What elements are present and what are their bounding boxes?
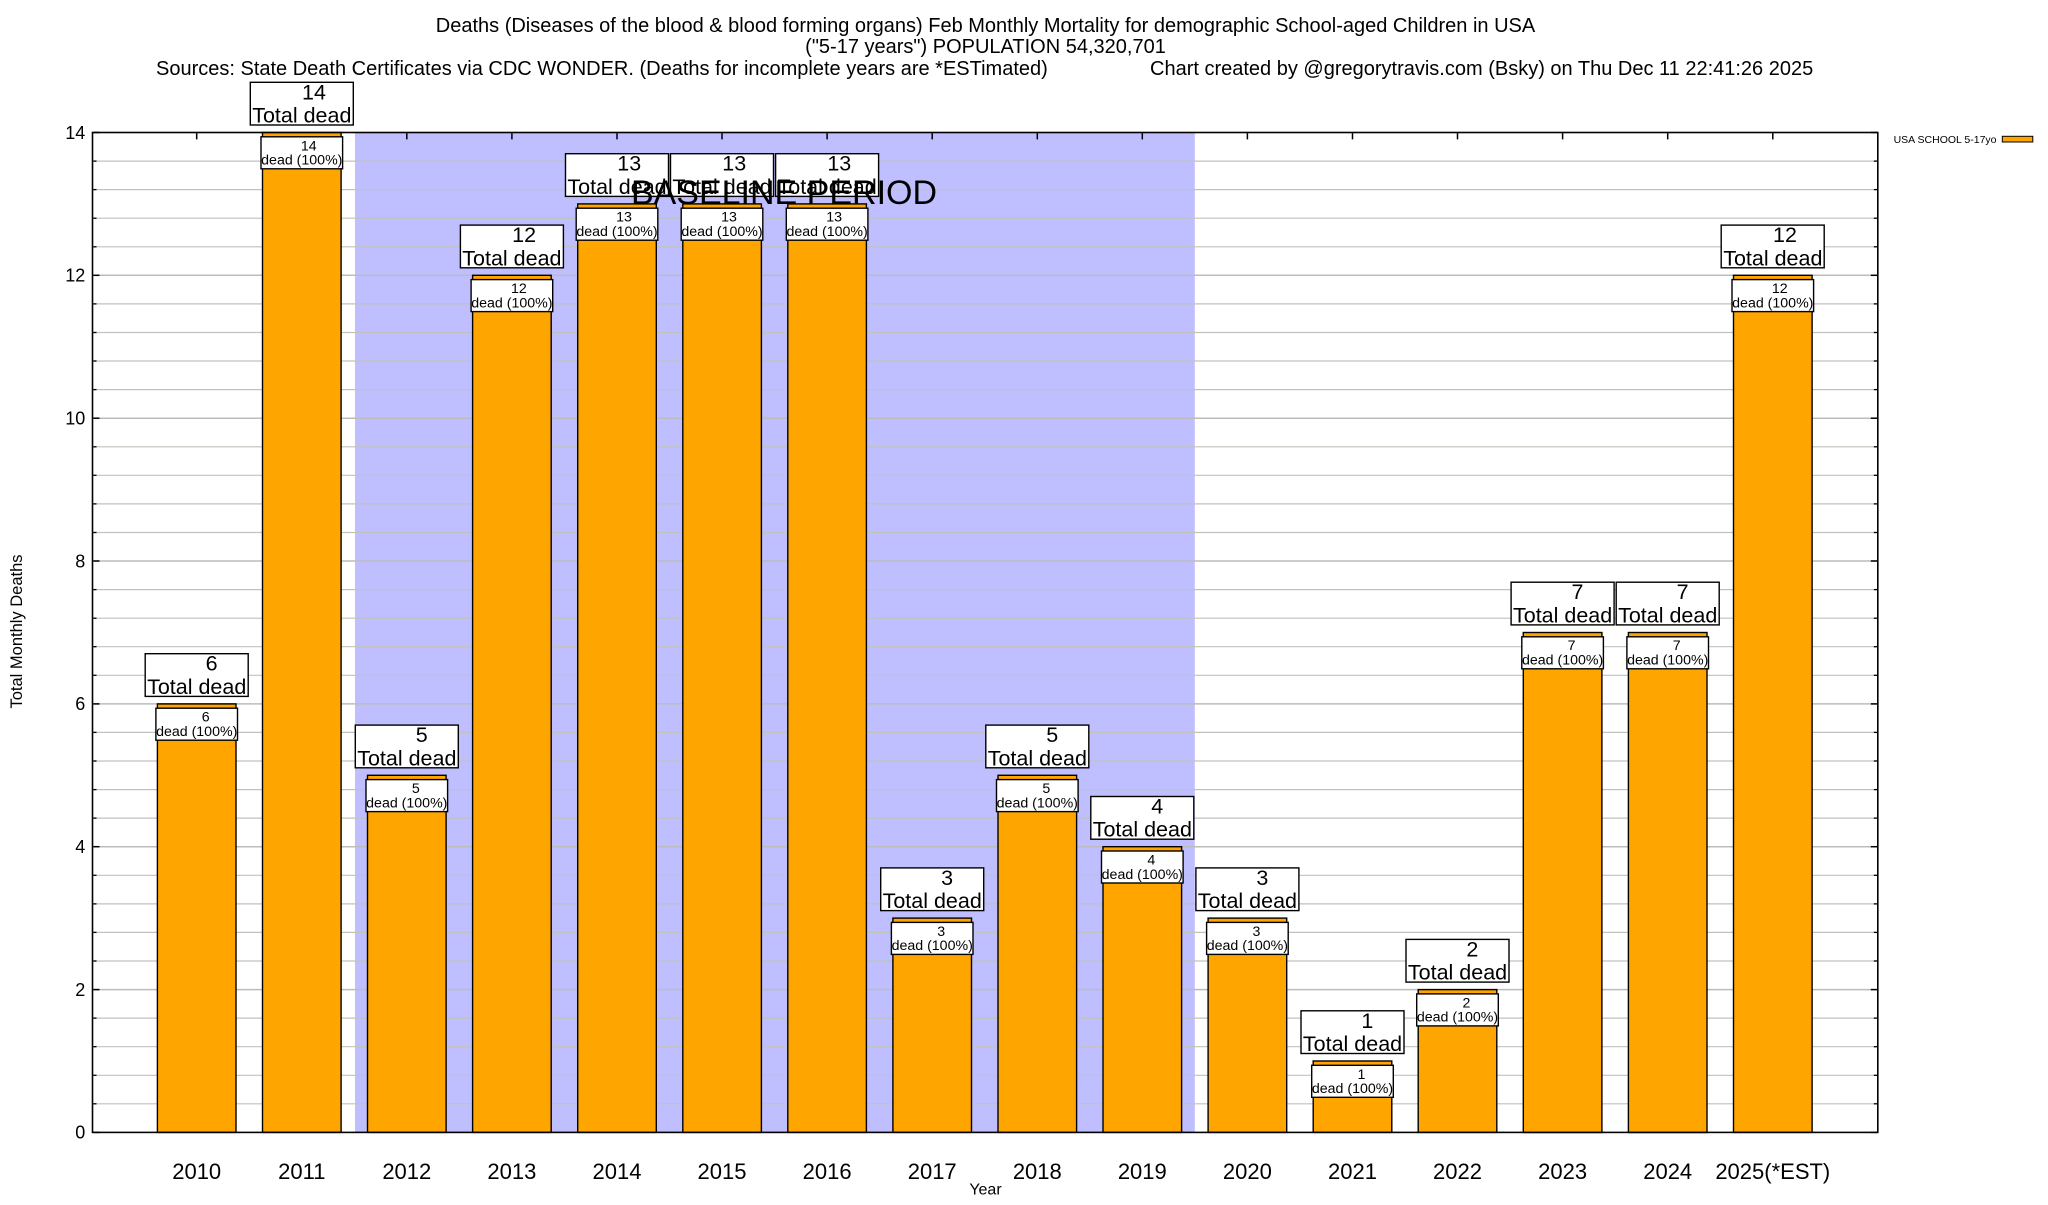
svg-text:Total dead: Total dead xyxy=(357,746,456,770)
svg-text:2021: 2021 xyxy=(1328,1159,1377,1184)
svg-text:Total Monthly Deaths: Total Monthly Deaths xyxy=(8,554,26,708)
svg-text:2025(*EST): 2025(*EST) xyxy=(1715,1159,1830,1184)
svg-text:13: 13 xyxy=(617,152,641,176)
svg-text:4: 4 xyxy=(1151,795,1163,819)
svg-text:Chart created by @gregorytravi: Chart created by @gregorytravis.com (Bsk… xyxy=(1150,58,1813,80)
svg-text:14: 14 xyxy=(301,138,317,154)
svg-text:Total dead: Total dead xyxy=(1723,246,1822,270)
svg-text:Sources: State Death Certifica: Sources: State Death Certificates via CD… xyxy=(156,58,1048,80)
svg-text:13: 13 xyxy=(721,210,737,226)
svg-text:6: 6 xyxy=(206,652,218,676)
svg-text:Year: Year xyxy=(969,1182,1002,1199)
svg-text:dead (100%): dead (100%) xyxy=(261,153,342,169)
svg-text:Total dead: Total dead xyxy=(777,175,876,199)
svg-text:2010: 2010 xyxy=(172,1159,221,1184)
svg-text:dead (100%): dead (100%) xyxy=(1522,653,1603,669)
svg-text:2: 2 xyxy=(1463,995,1471,1011)
svg-text:Total dead: Total dead xyxy=(252,104,351,128)
svg-text:dead (100%): dead (100%) xyxy=(786,224,867,240)
svg-text:dead (100%): dead (100%) xyxy=(997,795,1078,811)
svg-text:13: 13 xyxy=(616,210,632,226)
svg-text:dead (100%): dead (100%) xyxy=(892,938,973,954)
svg-text:BASELINE PERIOD: BASELINE PERIOD xyxy=(631,174,937,212)
svg-text:Total dead: Total dead xyxy=(1618,604,1717,628)
svg-text:12: 12 xyxy=(1773,223,1797,247)
svg-text:dead (100%): dead (100%) xyxy=(1732,295,1813,311)
svg-text:dead (100%): dead (100%) xyxy=(1102,867,1183,883)
svg-text:13: 13 xyxy=(826,210,842,226)
svg-text:1: 1 xyxy=(1358,1067,1366,1083)
svg-text:14: 14 xyxy=(65,123,85,143)
svg-text:2011: 2011 xyxy=(278,1159,325,1184)
svg-text:dead (100%): dead (100%) xyxy=(681,224,762,240)
svg-text:Total dead: Total dead xyxy=(1408,961,1507,985)
svg-text:0: 0 xyxy=(75,1123,85,1143)
svg-text:5: 5 xyxy=(1042,781,1050,797)
svg-text:13: 13 xyxy=(827,152,851,176)
svg-text:2022: 2022 xyxy=(1433,1159,1482,1184)
svg-text:dead (100%): dead (100%) xyxy=(366,795,447,811)
svg-text:Deaths (Diseases of the blood: Deaths (Diseases of the blood & blood fo… xyxy=(436,15,1536,37)
svg-text:Total dead: Total dead xyxy=(1198,889,1297,913)
svg-text:5: 5 xyxy=(416,723,428,747)
svg-text:12: 12 xyxy=(65,266,85,286)
svg-text:2012: 2012 xyxy=(382,1159,431,1184)
svg-text:dead (100%): dead (100%) xyxy=(1207,938,1288,954)
svg-text:12: 12 xyxy=(512,223,536,247)
svg-text:dead (100%): dead (100%) xyxy=(576,224,657,240)
svg-text:2017: 2017 xyxy=(908,1159,957,1184)
svg-text:2019: 2019 xyxy=(1118,1159,1167,1184)
svg-text:3: 3 xyxy=(1256,866,1268,890)
svg-text:10: 10 xyxy=(65,409,85,429)
svg-text:Total dead: Total dead xyxy=(988,746,1087,770)
svg-text:2024: 2024 xyxy=(1643,1159,1692,1184)
svg-text:6: 6 xyxy=(202,710,210,726)
svg-text:4: 4 xyxy=(75,837,85,857)
svg-text:14: 14 xyxy=(302,80,326,104)
svg-text:Total dead: Total dead xyxy=(462,246,561,270)
svg-text:Total dead: Total dead xyxy=(1093,818,1192,842)
svg-text:2016: 2016 xyxy=(803,1159,852,1184)
svg-text:8: 8 xyxy=(75,551,85,571)
svg-text:1: 1 xyxy=(1361,1009,1373,1033)
svg-text:2023: 2023 xyxy=(1538,1159,1587,1184)
svg-text:dead (100%): dead (100%) xyxy=(1417,1010,1498,1026)
svg-text:Total dead: Total dead xyxy=(1303,1032,1402,1056)
svg-text:6: 6 xyxy=(75,694,85,714)
svg-text:2018: 2018 xyxy=(1013,1159,1062,1184)
svg-text:7: 7 xyxy=(1572,580,1584,604)
svg-text:2: 2 xyxy=(75,980,85,1000)
svg-text:dead (100%): dead (100%) xyxy=(1312,1081,1393,1097)
svg-text:13: 13 xyxy=(722,152,746,176)
svg-text:5: 5 xyxy=(412,781,420,797)
svg-text:2014: 2014 xyxy=(593,1159,642,1184)
svg-text:Total dead: Total dead xyxy=(567,175,666,199)
svg-text:5: 5 xyxy=(1046,723,1058,747)
svg-text:Total dead: Total dead xyxy=(147,675,246,699)
svg-text:12: 12 xyxy=(1772,281,1788,297)
svg-text:12: 12 xyxy=(511,281,527,297)
svg-text:2020: 2020 xyxy=(1223,1159,1272,1184)
svg-text:("5-17 years") POPULATION 54,3: ("5-17 years") POPULATION 54,320,701 xyxy=(805,36,1166,58)
svg-text:dead (100%): dead (100%) xyxy=(1627,653,1708,669)
svg-text:3: 3 xyxy=(1252,924,1260,940)
svg-text:dead (100%): dead (100%) xyxy=(471,295,552,311)
svg-text:7: 7 xyxy=(1677,580,1689,604)
svg-text:2013: 2013 xyxy=(487,1159,536,1184)
svg-text:USA SCHOOL 5-17yo: USA SCHOOL 5-17yo xyxy=(1894,134,1997,146)
svg-text:7: 7 xyxy=(1673,638,1681,654)
svg-text:dead (100%): dead (100%) xyxy=(156,724,237,740)
svg-text:Total dead: Total dead xyxy=(1513,604,1612,628)
svg-text:2: 2 xyxy=(1466,937,1478,961)
svg-text:2015: 2015 xyxy=(698,1159,747,1184)
svg-text:4: 4 xyxy=(1147,853,1155,869)
svg-text:7: 7 xyxy=(1568,638,1576,654)
svg-text:Total dead: Total dead xyxy=(883,889,982,913)
svg-text:Total dead: Total dead xyxy=(672,175,771,199)
svg-text:3: 3 xyxy=(941,866,953,890)
svg-text:3: 3 xyxy=(937,924,945,940)
